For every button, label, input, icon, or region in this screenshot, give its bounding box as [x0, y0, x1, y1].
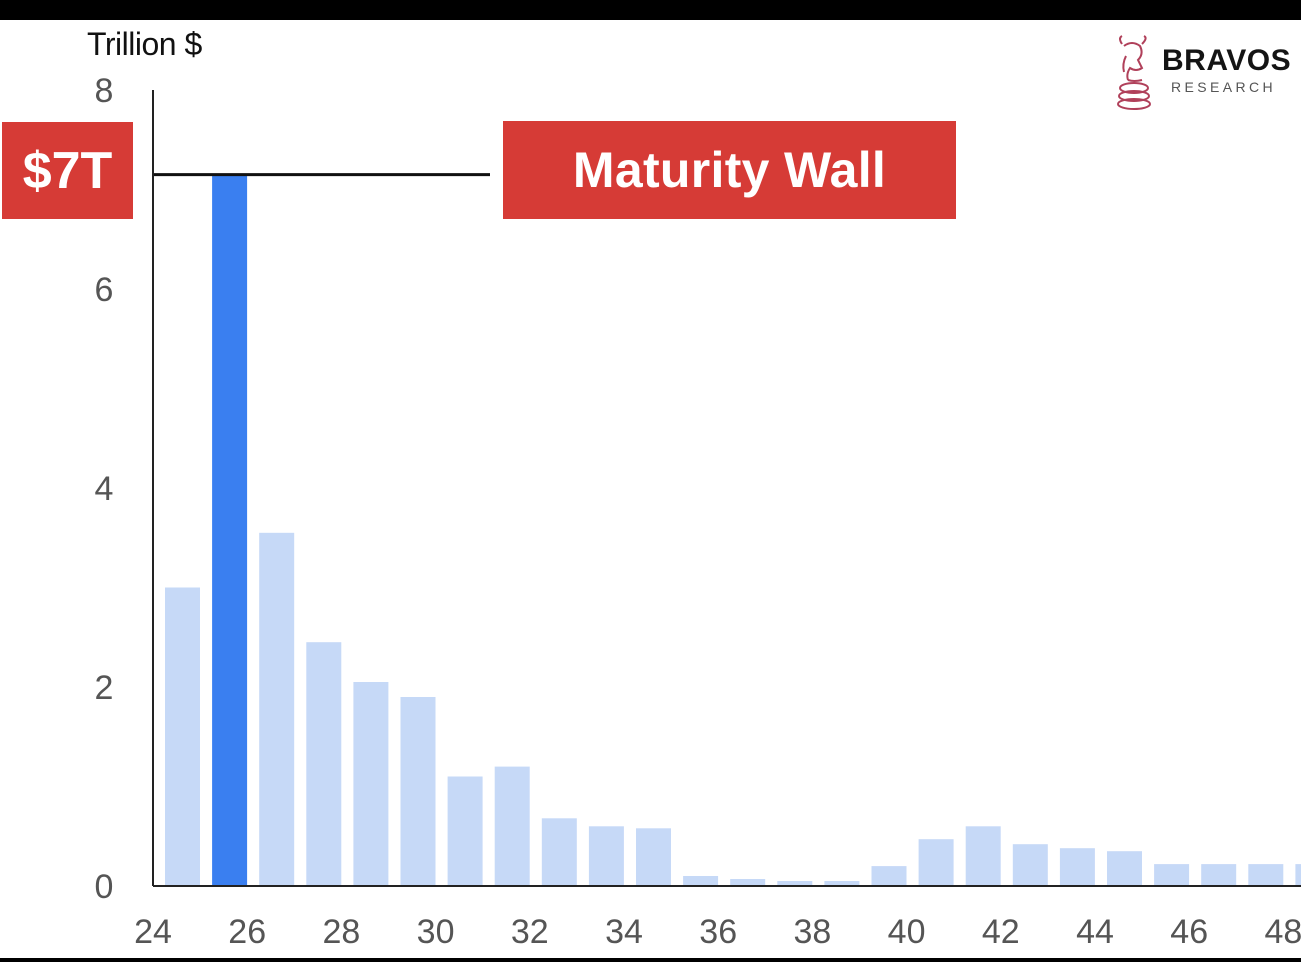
callout-maturity-wall: Maturity Wall — [503, 121, 956, 219]
bar-38 — [824, 881, 860, 886]
bar-25 — [212, 174, 248, 887]
bar-28 — [353, 682, 389, 886]
y-tick-label: 8 — [95, 72, 114, 110]
x-tick-label: 36 — [699, 913, 737, 951]
bar-26 — [259, 532, 295, 886]
bar-45 — [1154, 864, 1190, 886]
bar-40 — [918, 839, 954, 886]
bar-41 — [965, 826, 1001, 886]
bar-36 — [730, 879, 766, 886]
bar-44 — [1107, 851, 1142, 886]
x-tick-label: 48 — [1264, 913, 1301, 951]
x-tick-label: 40 — [888, 913, 926, 951]
bar-42 — [1012, 844, 1048, 886]
bar-48 — [1295, 864, 1301, 886]
bar-33 — [588, 826, 624, 886]
x-tick-label: 42 — [982, 913, 1020, 951]
bar-24 — [165, 587, 200, 886]
bar-43 — [1059, 848, 1095, 886]
x-tick-label: 38 — [793, 913, 831, 951]
bar-31 — [494, 766, 530, 886]
logo-subtitle: RESEARCH — [1171, 79, 1276, 95]
callout-7t-badge: $7T — [2, 122, 133, 219]
top-letterbox-bar — [0, 0, 1301, 20]
logo-title: BRAVOS — [1162, 44, 1292, 77]
bar-30 — [447, 776, 483, 886]
x-tick-label: 44 — [1076, 913, 1114, 951]
x-tick-label: 24 — [134, 913, 172, 951]
bravos-research-logo: BRAVOS RESEARCH — [1112, 34, 1297, 110]
bar-29 — [400, 697, 436, 886]
chess-knight-bull-icon — [1117, 35, 1151, 110]
bar-32 — [541, 818, 577, 886]
y-tick-label: 0 — [95, 868, 114, 906]
x-tick-label: 34 — [605, 913, 643, 951]
x-tick-label: 32 — [511, 913, 549, 951]
x-tick-label: 46 — [1170, 913, 1208, 951]
bar-39 — [871, 866, 907, 886]
x-tick-label: 26 — [228, 913, 266, 951]
bar-35 — [683, 876, 719, 886]
y-axis-unit-label: Trillion $ — [87, 26, 202, 62]
bar-47 — [1248, 864, 1284, 886]
bar-34 — [636, 828, 671, 886]
bar-27 — [306, 642, 342, 886]
x-tick-label: 30 — [417, 913, 455, 951]
y-tick-label: 4 — [95, 470, 114, 508]
y-tick-label: 2 — [95, 669, 114, 707]
x-tick-label: 28 — [322, 913, 360, 951]
bar-46 — [1201, 864, 1237, 886]
y-tick-label: 6 — [95, 271, 114, 309]
bar-37 — [777, 881, 813, 886]
bottom-letterbox-bar — [0, 958, 1301, 962]
